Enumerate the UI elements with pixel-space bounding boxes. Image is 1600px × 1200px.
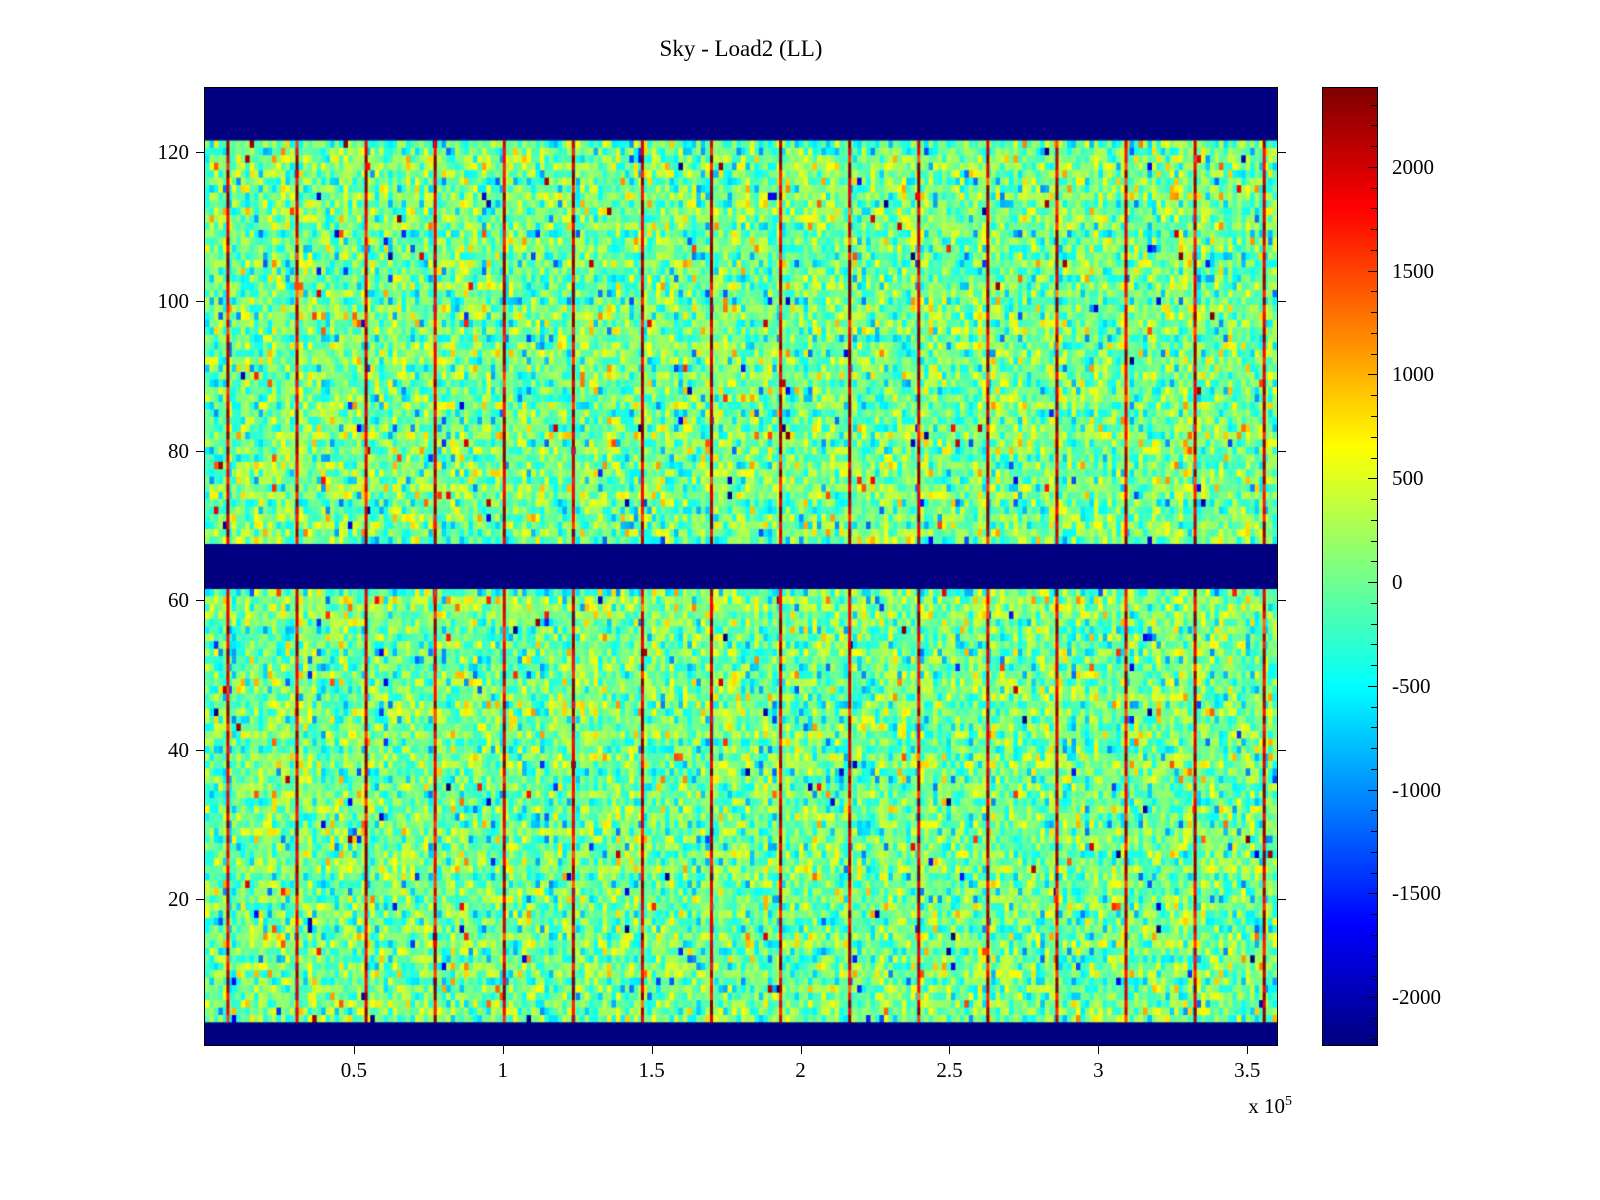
y-tick-mark [1278, 899, 1286, 901]
colorbar-tick-label: 0 [1392, 570, 1403, 595]
colorbar-minor-tick-mark [1371, 457, 1377, 459]
colorbar-tick-mark [1368, 685, 1377, 687]
colorbar-minor-tick-mark [1371, 644, 1377, 646]
colorbar-tick-mark [1368, 166, 1377, 168]
colorbar-minor-tick-mark [1371, 1038, 1377, 1040]
x-tick-mark [1098, 1046, 1100, 1054]
colorbar-tick-mark [1368, 478, 1377, 480]
colorbar-minor-tick-mark [1371, 332, 1377, 334]
colorbar-minor-tick-mark [1371, 768, 1377, 770]
colorbar-tick-label: 2000 [1392, 154, 1434, 179]
x-tick-label: 2 [795, 1058, 806, 1082]
colorbar-minor-tick-mark [1371, 187, 1377, 189]
colorbar-tick-mark [1368, 789, 1377, 791]
x-tick-label: 0.5 [340, 1058, 367, 1082]
x-axis-exponent-power: 5 [1285, 1094, 1292, 1109]
colorbar-minor-tick-mark [1371, 914, 1377, 916]
y-tick-mark [196, 450, 204, 452]
colorbar-minor-tick-mark [1371, 706, 1377, 708]
colorbar-minor-tick-mark [1371, 602, 1377, 604]
heatmap-canvas [205, 88, 1277, 1045]
colorbar-minor-tick-mark [1371, 831, 1377, 833]
colorbar-minor-tick-mark [1371, 519, 1377, 521]
x-tick-label: 3 [1093, 1058, 1104, 1082]
colorbar-minor-tick-mark [1371, 540, 1377, 542]
colorbar-tick-mark [1368, 374, 1377, 376]
colorbar-minor-tick-mark [1371, 499, 1377, 501]
colorbar-minor-tick-mark [1371, 976, 1377, 978]
y-tick-mark [1278, 301, 1286, 303]
x-axis-exponent-base: x 10 [1248, 1094, 1285, 1118]
colorbar-minor-tick-mark [1371, 748, 1377, 750]
y-tick-mark [196, 600, 204, 602]
colorbar-tick-mark [1368, 270, 1377, 272]
colorbar-minor-tick-mark [1371, 291, 1377, 293]
colorbar-minor-tick-mark [1371, 665, 1377, 667]
colorbar-minor-tick-mark [1371, 851, 1377, 853]
heatmap-plot [204, 87, 1278, 1046]
y-tick-mark [196, 151, 204, 153]
x-tick-label: 2.5 [936, 1058, 963, 1082]
x-tick-mark [1247, 1046, 1249, 1054]
y-tick-mark [196, 749, 204, 751]
colorbar-tick-label: 1000 [1392, 362, 1434, 387]
colorbar-minor-tick-mark [1371, 810, 1377, 812]
x-tick-label: 1.5 [638, 1058, 665, 1082]
colorbar-tick-mark [1368, 582, 1377, 584]
colorbar [1322, 87, 1378, 1046]
colorbar-tick-label: -1000 [1392, 777, 1441, 802]
colorbar-minor-tick-mark [1371, 146, 1377, 148]
colorbar-tick-mark [1368, 893, 1377, 895]
x-tick-mark [353, 1046, 355, 1054]
colorbar-minor-tick-mark [1371, 249, 1377, 251]
chart-title: Sky - Load2 (LL) [659, 36, 823, 61]
colorbar-tick-label: 1500 [1392, 258, 1434, 283]
y-tick-label: 80 [168, 438, 189, 463]
colorbar-minor-tick-mark [1371, 208, 1377, 210]
x-tick-mark [949, 1046, 951, 1054]
colorbar-canvas [1323, 88, 1377, 1045]
y-tick-mark [1278, 450, 1286, 452]
y-tick-label: 20 [168, 887, 189, 912]
y-tick-label: 100 [157, 289, 190, 314]
colorbar-minor-tick-mark [1371, 561, 1377, 563]
x-tick-mark [651, 1046, 653, 1054]
colorbar-minor-tick-mark [1371, 312, 1377, 314]
colorbar-minor-tick-mark [1371, 934, 1377, 936]
x-tick-mark [800, 1046, 802, 1054]
y-tick-mark [196, 301, 204, 303]
x-tick-label: 1 [497, 1058, 509, 1082]
y-tick-mark [1278, 600, 1286, 602]
y-tick-mark [196, 899, 204, 901]
colorbar-tick-mark [1368, 997, 1377, 999]
colorbar-minor-tick-mark [1371, 436, 1377, 438]
colorbar-tick-label: 500 [1392, 466, 1424, 491]
colorbar-minor-tick-mark [1371, 395, 1377, 397]
colorbar-minor-tick-mark [1371, 623, 1377, 625]
colorbar-minor-tick-mark [1371, 955, 1377, 957]
colorbar-tick-label: -500 [1392, 673, 1431, 698]
colorbar-minor-tick-mark [1371, 872, 1377, 874]
colorbar-minor-tick-mark [1371, 727, 1377, 729]
colorbar-minor-tick-mark [1371, 104, 1377, 106]
x-tick-label: 3.5 [1234, 1058, 1261, 1082]
x-axis-exponent: x 105 [1120, 1094, 1292, 1119]
y-tick-mark [1278, 749, 1286, 751]
colorbar-tick-label: -1500 [1392, 881, 1441, 906]
y-tick-label: 60 [168, 588, 189, 613]
x-tick-mark [502, 1046, 504, 1054]
colorbar-minor-tick-mark [1371, 229, 1377, 231]
colorbar-minor-tick-mark [1371, 1018, 1377, 1019]
y-tick-label: 40 [168, 737, 189, 762]
y-tick-label: 120 [157, 139, 190, 164]
colorbar-tick-label: -2000 [1392, 985, 1441, 1010]
colorbar-minor-tick-mark [1371, 353, 1377, 355]
y-tick-mark [1278, 151, 1286, 153]
colorbar-minor-tick-mark [1371, 125, 1377, 127]
colorbar-minor-tick-mark [1371, 415, 1377, 417]
